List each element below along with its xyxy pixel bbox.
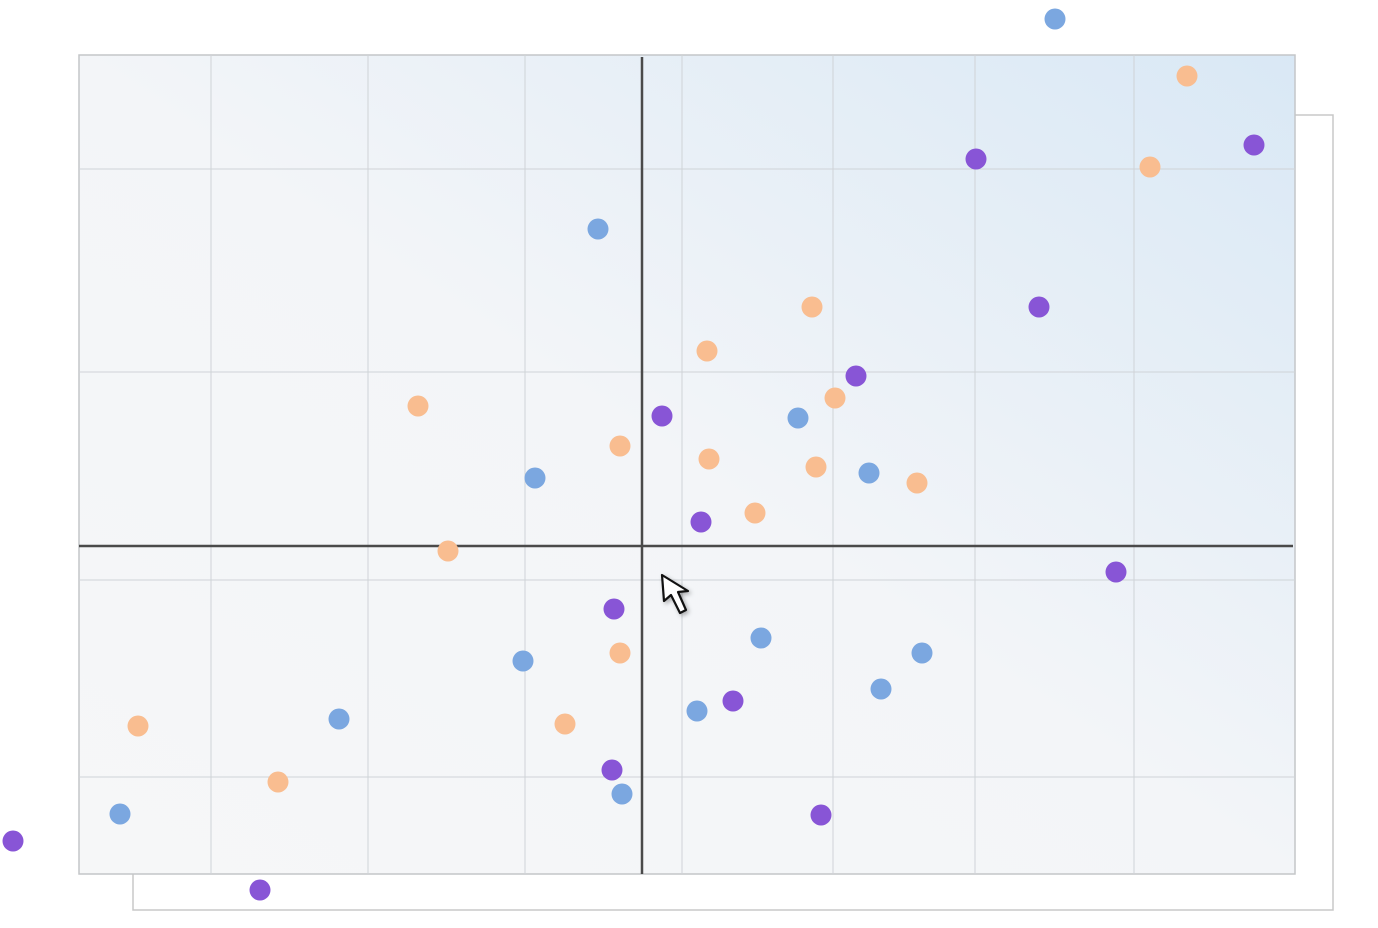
point [858,462,880,484]
point [686,700,708,722]
point [587,218,609,240]
point [249,879,271,901]
point [651,405,673,427]
bracket [132,114,1334,911]
point [690,511,712,533]
point [810,804,832,826]
point [906,472,928,494]
point [1176,65,1198,87]
point [1044,8,1066,30]
point [787,407,809,429]
point [698,448,720,470]
point [1243,134,1265,156]
point [603,598,625,620]
point [601,759,623,781]
point [1028,296,1050,318]
point [750,627,772,649]
point [609,435,631,457]
point [1139,156,1161,178]
point [109,803,131,825]
cursor [660,573,690,615]
points [2,8,1265,901]
point [845,365,867,387]
plot-area [78,54,1296,875]
axes [79,57,1293,874]
point [267,771,289,793]
point [524,467,546,489]
point [437,540,459,562]
point [911,642,933,664]
point [554,713,576,735]
point [805,456,827,478]
grid [79,55,1295,874]
point [722,690,744,712]
point [512,650,534,672]
point [696,340,718,362]
point [801,296,823,318]
point [2,830,24,852]
point [1105,561,1127,583]
point [407,395,429,417]
point [611,783,633,805]
point [744,502,766,524]
point [870,678,892,700]
point [824,387,846,409]
point [609,642,631,664]
point [328,708,350,730]
point [127,715,149,737]
point [965,148,987,170]
